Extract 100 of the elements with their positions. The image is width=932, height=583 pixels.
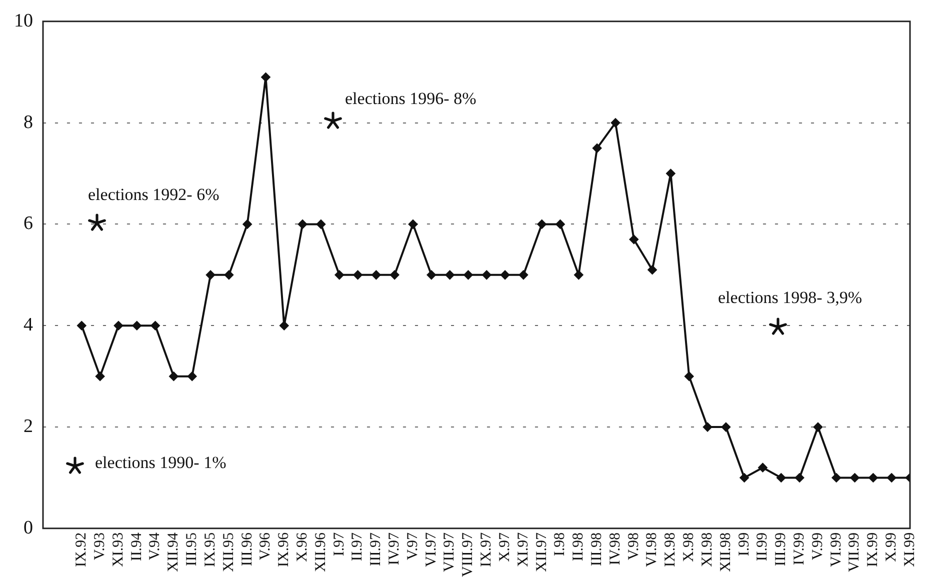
x-tick-label: VII.99 <box>846 532 863 572</box>
x-tick-label: IX.92 <box>74 532 90 568</box>
point <box>832 473 841 482</box>
x-tick-label: VI.97 <box>423 532 440 568</box>
x-tick-label: X.99 <box>884 532 900 562</box>
x-tick-label: VIII.97 <box>460 532 476 578</box>
x-tick-label: X.97 <box>496 532 513 562</box>
point <box>464 270 473 280</box>
x-tick-label: X.98 <box>681 532 698 562</box>
point <box>610 118 620 128</box>
point <box>721 422 730 432</box>
x-tick-label: III.96 <box>239 532 256 566</box>
point <box>150 321 160 330</box>
x-tick-label: II.98 <box>570 532 587 562</box>
point <box>114 321 123 330</box>
x-tick-label: V.94 <box>147 532 164 560</box>
y-tick-label: 0 <box>24 517 33 538</box>
x-tick-label: XI.93 <box>110 532 126 568</box>
point <box>132 321 142 330</box>
point <box>629 234 638 244</box>
x-tick-label: II.97 <box>350 532 366 562</box>
x-tick-label: IX.98 <box>662 532 679 568</box>
x-tick-label: XII.96 <box>312 532 329 572</box>
point <box>868 473 878 482</box>
x-tick-label: I.98 <box>552 532 568 556</box>
point <box>592 144 602 153</box>
x-tick-label: II.99 <box>754 532 771 562</box>
point <box>280 321 289 330</box>
point <box>482 270 492 280</box>
x-tick-label: XI.98 <box>699 532 716 568</box>
point <box>242 220 252 229</box>
x-tick-label: XII.95 <box>220 532 237 572</box>
x-tick-label: XI.99 <box>902 532 918 568</box>
annotation: elections 1996- 8% <box>345 89 476 109</box>
y-tick-label: 4 <box>24 314 34 336</box>
y-tick-label: 10 <box>14 10 33 32</box>
point <box>795 473 804 482</box>
point <box>426 270 436 280</box>
x-tick-label: V.93 <box>92 532 108 560</box>
x-tick-label: V.96 <box>258 532 274 560</box>
point <box>887 473 896 482</box>
x-tick-label: IX.97 <box>478 532 495 568</box>
point <box>500 270 510 280</box>
point <box>518 270 528 280</box>
point <box>408 220 418 229</box>
x-tick-label: III.95 <box>184 532 200 566</box>
point <box>684 372 694 381</box>
x-tick-label: I.99 <box>736 532 752 556</box>
point <box>224 270 234 280</box>
point <box>77 321 86 330</box>
x-tick-label: IX.99 <box>865 532 882 568</box>
point <box>206 270 216 280</box>
x-tick-label: XII.98 <box>718 532 734 572</box>
point <box>188 372 197 381</box>
point <box>537 220 546 229</box>
point <box>390 270 400 280</box>
annotation: elections 1998- 3,9% <box>718 288 862 308</box>
y-tick-label: 2 <box>24 416 33 438</box>
point <box>372 270 381 280</box>
point <box>353 270 362 280</box>
x-tick-label: II.94 <box>128 532 145 562</box>
x-tick-label: V.98 <box>626 532 642 560</box>
point <box>316 220 326 229</box>
x-tick-label: VI.99 <box>828 532 844 568</box>
x-tick-label: I.97 <box>331 532 348 556</box>
x-tick-label: III.98 <box>589 532 606 566</box>
point <box>445 270 454 280</box>
x-tick-label: V.97 <box>404 532 421 560</box>
point <box>334 270 344 280</box>
point <box>776 473 786 482</box>
y-tick-label: 6 <box>24 213 33 234</box>
point <box>813 422 822 432</box>
point <box>298 220 308 229</box>
point <box>758 463 768 472</box>
point <box>96 372 105 381</box>
x-tick-label: IV.99 <box>791 532 808 566</box>
x-tick-label: III.97 <box>368 532 384 566</box>
x-tick-label: X.96 <box>294 532 310 562</box>
point <box>850 473 860 482</box>
x-tick-label: XII.94 <box>166 532 182 572</box>
x-tick-label: IV.97 <box>386 532 403 566</box>
point <box>740 473 749 482</box>
x-tick-label: VII.97 <box>442 532 458 572</box>
x-tick-label: XII.97 <box>534 532 550 572</box>
x-tick-label: IV.98 <box>607 532 624 566</box>
y-tick-label: 8 <box>24 112 33 133</box>
point <box>169 372 178 381</box>
point <box>556 220 565 229</box>
x-tick-label: XI.97 <box>515 532 532 568</box>
x-tick-label: IX.95 <box>202 532 218 568</box>
x-tick-label: VI.98 <box>644 532 660 568</box>
point <box>261 72 270 82</box>
annotation: elections 1990- 1% <box>95 453 226 473</box>
x-tick-label: V.99 <box>810 532 826 560</box>
point <box>574 270 584 280</box>
annotation: elections 1992- 6% <box>88 185 220 205</box>
x-tick-label: III.99 <box>773 532 790 566</box>
x-tick-label: IX.96 <box>276 532 292 568</box>
point <box>648 265 657 274</box>
point <box>703 422 712 432</box>
